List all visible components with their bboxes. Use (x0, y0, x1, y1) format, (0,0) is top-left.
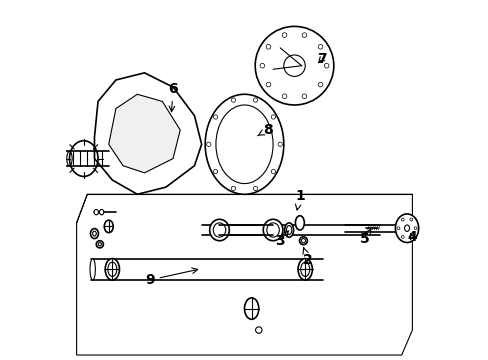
Ellipse shape (302, 33, 306, 37)
Ellipse shape (265, 45, 270, 49)
Text: 3: 3 (275, 231, 288, 248)
Ellipse shape (282, 94, 286, 99)
Ellipse shape (255, 26, 333, 105)
Ellipse shape (265, 82, 270, 87)
Ellipse shape (299, 237, 307, 245)
Ellipse shape (96, 241, 103, 248)
Ellipse shape (295, 216, 304, 230)
Ellipse shape (94, 210, 98, 215)
Ellipse shape (302, 94, 306, 99)
Ellipse shape (395, 214, 418, 243)
Ellipse shape (401, 218, 404, 221)
Text: 6: 6 (168, 82, 178, 112)
Ellipse shape (99, 210, 103, 215)
Ellipse shape (213, 115, 217, 119)
Ellipse shape (318, 82, 322, 87)
Ellipse shape (324, 63, 328, 68)
Ellipse shape (231, 186, 235, 190)
Ellipse shape (284, 223, 293, 237)
Ellipse shape (244, 298, 258, 319)
Ellipse shape (253, 98, 257, 102)
Ellipse shape (255, 327, 262, 333)
Text: 8: 8 (257, 123, 272, 137)
Text: 9: 9 (145, 268, 197, 287)
Ellipse shape (205, 94, 283, 194)
Ellipse shape (253, 186, 257, 190)
Ellipse shape (271, 115, 275, 119)
Text: 7: 7 (317, 51, 326, 66)
Text: 2: 2 (303, 248, 312, 267)
Ellipse shape (105, 258, 119, 280)
Ellipse shape (396, 227, 399, 230)
Ellipse shape (318, 45, 322, 49)
Text: 5: 5 (360, 229, 370, 246)
Ellipse shape (263, 219, 283, 241)
Ellipse shape (282, 33, 286, 37)
Ellipse shape (206, 142, 210, 147)
Polygon shape (77, 194, 411, 355)
Ellipse shape (409, 235, 412, 238)
Ellipse shape (90, 229, 98, 239)
Ellipse shape (90, 258, 95, 280)
Text: 4: 4 (407, 230, 416, 244)
Ellipse shape (278, 142, 282, 147)
Ellipse shape (413, 227, 416, 230)
Polygon shape (94, 73, 201, 194)
Ellipse shape (409, 218, 412, 221)
Ellipse shape (209, 219, 229, 241)
Ellipse shape (298, 258, 312, 280)
Ellipse shape (104, 220, 113, 233)
Ellipse shape (67, 152, 72, 166)
Ellipse shape (401, 235, 404, 238)
Ellipse shape (260, 63, 264, 68)
Ellipse shape (213, 170, 217, 174)
Text: 1: 1 (294, 189, 304, 210)
Ellipse shape (231, 98, 235, 102)
Polygon shape (108, 94, 180, 173)
Ellipse shape (271, 170, 275, 174)
